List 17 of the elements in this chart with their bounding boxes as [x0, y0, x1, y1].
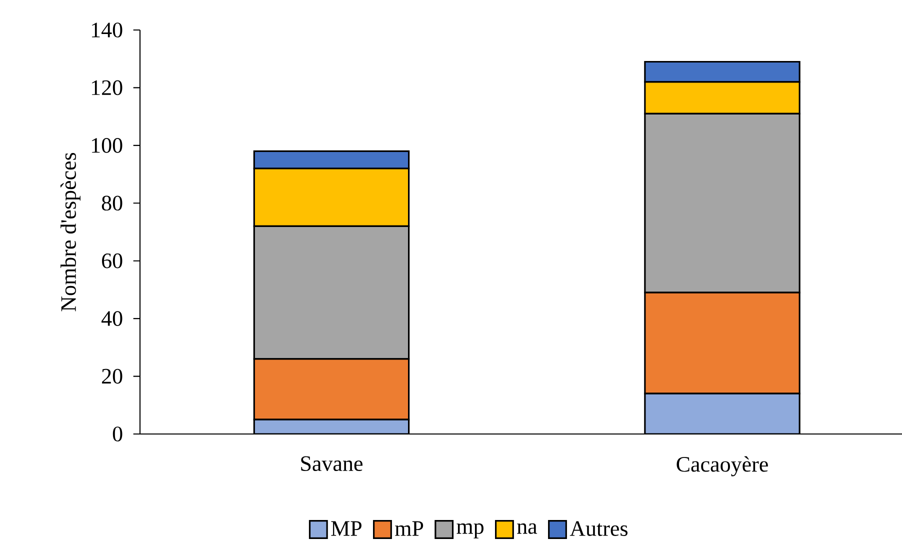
- y-tick-label: 20: [102, 368, 122, 384]
- y-axis-title: Nombre d'espèces: [60, 152, 80, 312]
- y-tick-label: 120: [92, 80, 122, 96]
- y-tick-label: 140: [92, 22, 122, 38]
- x-tick-label: Savane: [301, 456, 362, 472]
- legend-label: MP: [331, 521, 362, 536]
- legend-label: mP: [395, 521, 424, 536]
- y-tick-label: 0: [112, 426, 122, 442]
- y-tick-label: 80: [102, 196, 122, 211]
- y-tick-label: 100: [92, 138, 122, 153]
- legend-label: na: [517, 523, 538, 534]
- bar: [644, 392, 800, 434]
- y-tick-label: 60: [102, 253, 122, 268]
- legend-label: mp: [456, 523, 484, 538]
- x-tick-label: Cacaoyère: [676, 456, 768, 476]
- legend-label: Autres: [570, 521, 628, 536]
- y-tick-label: 40: [102, 311, 122, 326]
